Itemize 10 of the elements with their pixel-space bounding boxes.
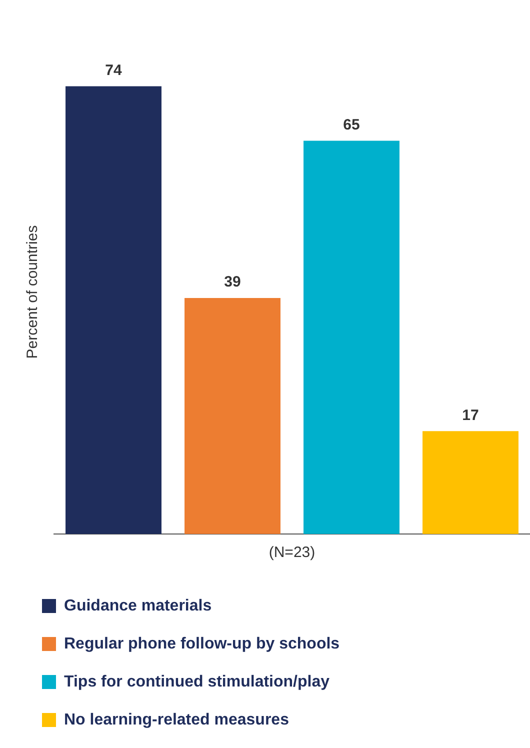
- legend-label: No learning-related measures: [64, 711, 290, 728]
- legend-label: Guidance materials: [64, 597, 212, 614]
- y-axis-title: Percent of countries: [24, 225, 42, 359]
- data-label: 39: [224, 274, 241, 291]
- legend-label: Tips for continued stimulation/play: [64, 673, 330, 690]
- legend-label: Regular phone follow-up by schools: [64, 635, 340, 652]
- data-label: 17: [462, 406, 479, 424]
- data-label: 74: [105, 62, 122, 79]
- x-axis-title: (N=23): [268, 544, 316, 562]
- data-label: 65: [343, 116, 360, 134]
